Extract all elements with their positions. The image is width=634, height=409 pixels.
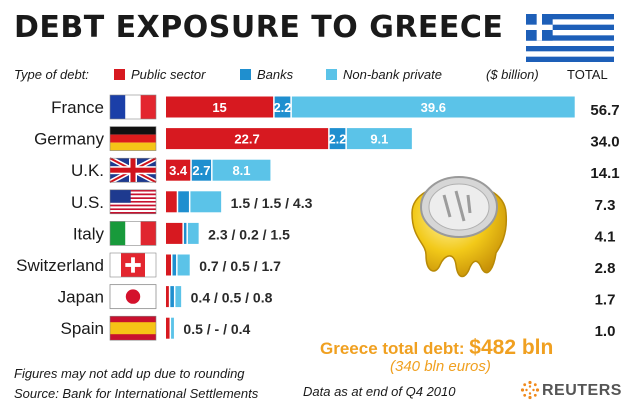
bar-public-sector-u-k-	[166, 159, 191, 181]
legend-swatch-public	[114, 69, 125, 80]
bar-public-sector-france	[166, 96, 274, 118]
bar-value-label: 2.2	[273, 100, 291, 115]
bar-non-bank-private-spain	[171, 317, 174, 339]
bar-banks-germany	[329, 128, 346, 150]
units-label: ($ billion)	[486, 67, 539, 82]
bar-banks-italy	[183, 222, 187, 244]
bar-values-outside-label: 0.7 / 0.5 / 1.7	[199, 258, 281, 274]
flag-us-icon	[109, 189, 157, 215]
greece-total-label: Greece total debt:	[320, 339, 465, 358]
legend-public-label: Public sector	[131, 67, 206, 82]
category-label: Switzerland	[16, 256, 104, 275]
bar-values-outside-label: 0.4 / 0.5 / 0.8	[191, 290, 273, 306]
category-label: France	[51, 98, 104, 117]
bar-value-label: 9.1	[370, 132, 388, 147]
legend: Type of debt: Public sector Banks Non-ba…	[14, 67, 624, 85]
bar-banks-japan	[170, 286, 174, 308]
category-label: Italy	[73, 224, 105, 243]
reuters-logo-icon	[520, 380, 540, 400]
legend-banks-label: Banks	[257, 67, 294, 82]
rounding-note: Figures may not add up due to rounding	[14, 366, 245, 381]
flag-france-icon	[109, 94, 157, 120]
footer-notes: Figures may not add up due to rounding S…	[14, 364, 258, 404]
total-value: 4.1	[595, 228, 616, 245]
greece-total-euros: (340 bln euros)	[390, 358, 491, 375]
bar-public-sector-japan	[166, 286, 169, 308]
bar-non-bank-private-switzerland	[177, 254, 190, 276]
legend-nonbank-label: Non-bank private	[343, 67, 442, 82]
flag-greece-icon	[526, 14, 614, 62]
bar-banks-france	[274, 96, 291, 118]
bar-values-outside-label: 2.3 / 0.2 / 1.5	[208, 226, 290, 242]
chart-title: DEBT EXPOSURE TO GREECE	[14, 10, 504, 45]
reuters-brand: REUTERS	[542, 382, 622, 399]
bar-value-label: 8.1	[232, 163, 250, 178]
source-note: Source: Bank for International Settlemen…	[14, 386, 259, 401]
total-value: 1.0	[595, 323, 616, 340]
bar-value-label: 39.6	[421, 100, 446, 115]
bar-public-sector-spain	[166, 317, 170, 339]
flag-germany-icon	[109, 126, 157, 151]
bar-public-sector-switzerland	[166, 254, 171, 276]
bar-public-sector-u-s-	[166, 191, 177, 213]
bar-banks-switzerland	[172, 254, 177, 276]
greece-total-debt: Greece total debt: $482 bln	[320, 336, 553, 360]
total-value: 1.7	[595, 292, 616, 309]
bar-value-label: 2.7	[192, 163, 210, 178]
bar-value-label: 15	[212, 100, 226, 115]
bar-non-bank-private-italy	[187, 222, 199, 244]
total-value: 2.8	[595, 260, 616, 277]
legend-swatch-nonbank	[326, 69, 337, 80]
flag-japan-icon	[109, 284, 157, 310]
category-label: Germany	[34, 130, 104, 149]
bar-public-sector-germany	[166, 128, 329, 150]
bar-non-bank-private-u-s-	[190, 191, 222, 213]
bar-non-bank-private-u-k-	[212, 159, 271, 181]
greece-total-value: $482 bln	[469, 336, 554, 359]
bar-banks-u-k-	[191, 159, 212, 181]
total-value: 14.1	[590, 165, 619, 182]
flag-uk-icon	[108, 155, 158, 185]
legend-type-label: Type of debt:	[14, 67, 89, 82]
bar-value-label: 22.7	[234, 132, 259, 147]
bar-non-bank-private-france	[291, 96, 575, 118]
bar-value-label: 2.2	[328, 132, 346, 147]
bar-values-outside-label: 0.5 / - / 0.4	[183, 321, 250, 337]
category-label: Japan	[58, 288, 104, 307]
flag-italy-icon	[109, 221, 157, 246]
category-label: Spain	[61, 319, 104, 338]
bar-value-label: 3.4	[169, 163, 188, 178]
bar-public-sector-italy	[166, 222, 183, 244]
total-value: 7.3	[595, 197, 616, 214]
category-label: U.K.	[71, 161, 104, 180]
category-label: U.S.	[71, 193, 104, 212]
data-date-note: Data as at end of Q4 2010	[303, 384, 456, 399]
bar-non-bank-private-japan	[175, 286, 182, 308]
bar-values-outside-label: 1.5 / 1.5 / 4.3	[231, 195, 313, 211]
total-value: 34.0	[590, 134, 619, 151]
melting-euro-coin-icon	[411, 176, 508, 278]
flag-spain-icon	[109, 315, 157, 341]
total-value: 56.7	[590, 102, 619, 119]
flag-switzerland-icon	[109, 252, 157, 278]
bar-non-bank-private-germany	[346, 128, 412, 150]
total-header: TOTAL	[567, 67, 608, 82]
legend-swatch-banks	[240, 69, 251, 80]
bar-banks-u-s-	[178, 191, 189, 213]
